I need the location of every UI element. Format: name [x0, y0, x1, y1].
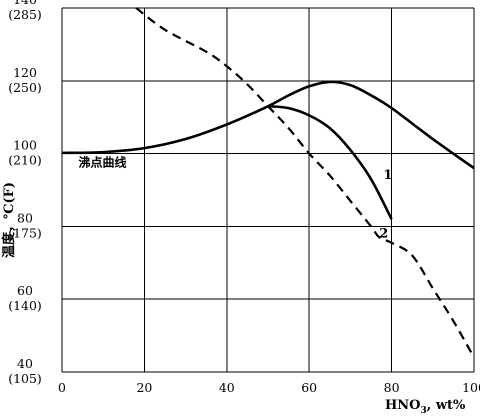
x-tick-labels: 0 20 40 60 80 100 [58, 380, 480, 395]
annotations: 沸点曲线 1 2 [78, 154, 392, 241]
x-axis-label-subscript: 3 [421, 406, 427, 416]
y-tick-label-fahrenheit: (210) [8, 153, 42, 168]
y-tick-label-celsius: 40 [17, 356, 33, 371]
series-line-1 [61, 80, 475, 170]
y-tick-label-celsius: 80 [17, 210, 33, 225]
x-tick-label: 60 [301, 380, 317, 395]
y-tick-label-celsius: 60 [17, 283, 33, 298]
x-tick-label: 80 [384, 380, 400, 395]
y-tick-label-celsius: 140 [13, 0, 37, 7]
grid-lines [61, 7, 475, 373]
x-tick-label: 20 [136, 380, 152, 395]
y-tick-label-fahrenheit: (250) [8, 80, 42, 95]
series-line-3 [135, 7, 475, 358]
x-axis-label-rest: , wt% [427, 398, 466, 413]
y-tick-label-celsius: 100 [13, 138, 37, 153]
y-tick-labels: 140(285) 120(250) 100(210) 80(175) 60(140) 40… [8, 0, 42, 386]
y-tick-label-fahrenheit: (175) [8, 225, 42, 240]
x-tick-label: 100 [462, 380, 480, 395]
y-tick-label-fahrenheit: (140) [8, 298, 42, 313]
annotation-2: 1 [383, 168, 392, 183]
y-tick-label-celsius: 120 [13, 65, 37, 80]
y-tick-label-fahrenheit: (285) [8, 7, 42, 22]
y-tick-label-fahrenheit: (105) [8, 371, 42, 386]
x-axis-label: HNO3, wt% [385, 398, 466, 416]
curves [61, 7, 475, 358]
series-line-2 [267, 104, 393, 220]
y-axis-label: 温度，℃(F) [1, 182, 17, 258]
x-axis-label-base: HNO [385, 398, 421, 413]
annotation-1: 沸点曲线 [78, 154, 126, 169]
x-tick-label: 40 [219, 380, 235, 395]
annotation-3: 2 [379, 226, 388, 241]
x-tick-label: 0 [58, 380, 66, 395]
